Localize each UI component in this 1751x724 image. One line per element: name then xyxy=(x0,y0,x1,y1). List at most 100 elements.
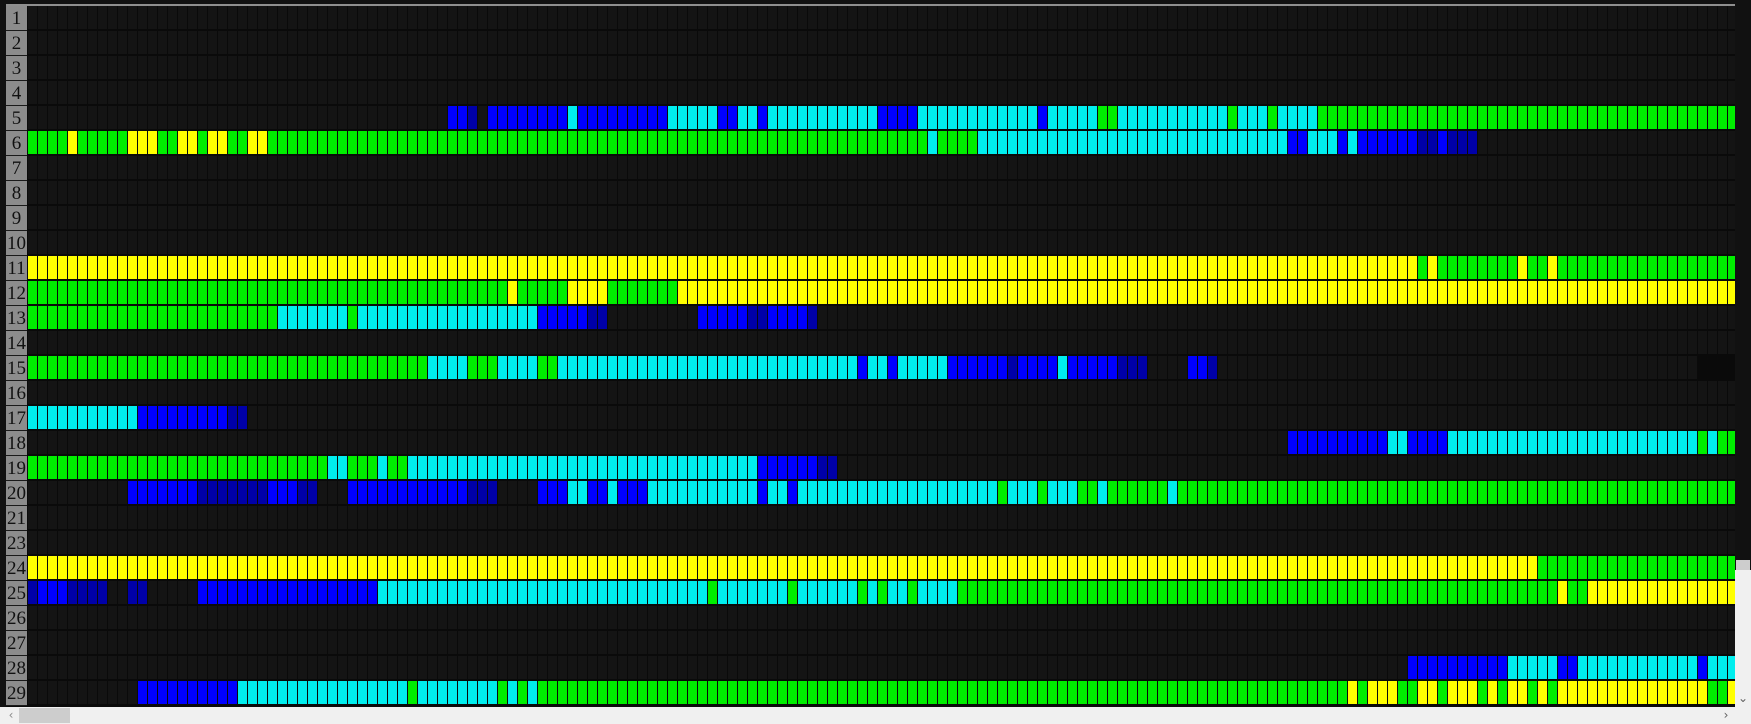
grid-cell[interactable] xyxy=(1488,606,1497,629)
grid-cell[interactable] xyxy=(1118,206,1127,229)
grid-cell[interactable] xyxy=(1028,306,1037,329)
grid-cell[interactable] xyxy=(548,6,557,29)
grid-cell[interactable] xyxy=(1728,281,1735,304)
grid-cell[interactable] xyxy=(1558,131,1567,154)
grid-cell[interactable] xyxy=(228,481,237,504)
grid-cell[interactable] xyxy=(538,331,547,354)
grid-cell[interactable] xyxy=(1198,681,1207,704)
grid-cell[interactable] xyxy=(1688,656,1697,679)
grid-cell[interactable] xyxy=(1488,231,1497,254)
grid-cell[interactable] xyxy=(558,131,567,154)
grid-cell[interactable] xyxy=(158,181,167,204)
grid-cell[interactable] xyxy=(1128,231,1137,254)
grid-cell[interactable] xyxy=(548,531,557,554)
grid-cell[interactable] xyxy=(238,81,247,104)
grid-cell[interactable] xyxy=(478,281,487,304)
grid-cell[interactable] xyxy=(238,6,247,29)
grid-cell[interactable] xyxy=(1458,406,1467,429)
grid-cell[interactable] xyxy=(28,181,37,204)
grid-cell[interactable] xyxy=(108,256,117,279)
grid-cell[interactable] xyxy=(228,231,237,254)
grid-cell[interactable] xyxy=(158,6,167,29)
grid-cell[interactable] xyxy=(618,656,627,679)
grid-cell[interactable] xyxy=(38,306,47,329)
grid-cell[interactable] xyxy=(928,306,937,329)
grid-cell[interactable] xyxy=(928,131,937,154)
grid-cell[interactable] xyxy=(508,381,517,404)
grid-cell[interactable] xyxy=(78,181,87,204)
grid-cell[interactable] xyxy=(598,231,607,254)
grid-cell[interactable] xyxy=(1628,631,1637,654)
grid-cell[interactable] xyxy=(758,281,767,304)
grid-cell[interactable] xyxy=(738,256,747,279)
grid-cell[interactable] xyxy=(788,456,797,479)
grid-cell[interactable] xyxy=(1518,581,1527,604)
grid-cell[interactable] xyxy=(1678,606,1687,629)
grid-cell[interactable] xyxy=(38,131,47,154)
grid-cell[interactable] xyxy=(1238,6,1247,29)
grid-cell[interactable] xyxy=(378,456,387,479)
grid-cell[interactable] xyxy=(328,606,337,629)
grid-cell[interactable] xyxy=(98,481,107,504)
grid-cell[interactable] xyxy=(1178,656,1187,679)
grid-cell[interactable] xyxy=(208,156,217,179)
grid-cell[interactable] xyxy=(558,506,567,529)
grid-cell[interactable] xyxy=(508,531,517,554)
grid-cell[interactable] xyxy=(818,556,827,579)
grid-cell[interactable] xyxy=(948,606,957,629)
grid-cell[interactable] xyxy=(798,656,807,679)
grid-cell[interactable] xyxy=(1378,606,1387,629)
grid-cell[interactable] xyxy=(908,531,917,554)
grid-cell[interactable] xyxy=(888,106,897,129)
grid-cell[interactable] xyxy=(98,331,107,354)
grid-cell[interactable] xyxy=(1508,256,1517,279)
grid-cell[interactable] xyxy=(1088,206,1097,229)
grid-cell[interactable] xyxy=(78,231,87,254)
grid-cell[interactable] xyxy=(1458,181,1467,204)
grid-cell[interactable] xyxy=(288,406,297,429)
grid-cell[interactable] xyxy=(978,131,987,154)
grid-cell[interactable] xyxy=(68,131,77,154)
grid-cell[interactable] xyxy=(448,56,457,79)
grid-cell[interactable] xyxy=(978,531,987,554)
grid-cell[interactable] xyxy=(758,406,767,429)
grid-cell[interactable] xyxy=(1668,131,1677,154)
grid-cell[interactable] xyxy=(1038,381,1047,404)
grid-cell[interactable] xyxy=(1028,31,1037,54)
grid-cell[interactable] xyxy=(128,6,137,29)
grid-cell[interactable] xyxy=(868,206,877,229)
grid-cell[interactable] xyxy=(1328,281,1337,304)
grid-cell[interactable] xyxy=(428,381,437,404)
grid-cell[interactable] xyxy=(1448,481,1457,504)
grid-cell[interactable] xyxy=(798,456,807,479)
grid-cell[interactable] xyxy=(788,531,797,554)
grid-cell[interactable] xyxy=(1698,481,1707,504)
grid-cell[interactable] xyxy=(1358,81,1367,104)
grid-cell[interactable] xyxy=(498,231,507,254)
grid-cell[interactable] xyxy=(788,181,797,204)
grid-cell[interactable] xyxy=(1278,431,1287,454)
grid-cell[interactable] xyxy=(1518,481,1527,504)
grid-cell[interactable] xyxy=(228,581,237,604)
grid-cell[interactable] xyxy=(498,506,507,529)
grid-cell[interactable] xyxy=(48,331,57,354)
grid-cell[interactable] xyxy=(858,281,867,304)
grid-cell[interactable] xyxy=(98,656,107,679)
grid-cell[interactable] xyxy=(718,631,727,654)
grid-cell[interactable] xyxy=(238,281,247,304)
grid-cell[interactable] xyxy=(628,381,637,404)
grid-cell[interactable] xyxy=(1618,506,1627,529)
grid-cell[interactable] xyxy=(1688,331,1697,354)
grid-cell[interactable] xyxy=(1028,656,1037,679)
grid-cell[interactable] xyxy=(588,306,597,329)
grid-cell[interactable] xyxy=(1218,581,1227,604)
grid-cell[interactable] xyxy=(78,56,87,79)
grid-cell[interactable] xyxy=(1528,431,1537,454)
grid-cell[interactable] xyxy=(208,681,217,704)
grid-cell[interactable] xyxy=(648,256,657,279)
grid-cell[interactable] xyxy=(1238,31,1247,54)
grid-cell[interactable] xyxy=(78,406,87,429)
grid-cell[interactable] xyxy=(748,106,757,129)
grid-cell[interactable] xyxy=(1298,656,1307,679)
grid-cell[interactable] xyxy=(88,606,97,629)
